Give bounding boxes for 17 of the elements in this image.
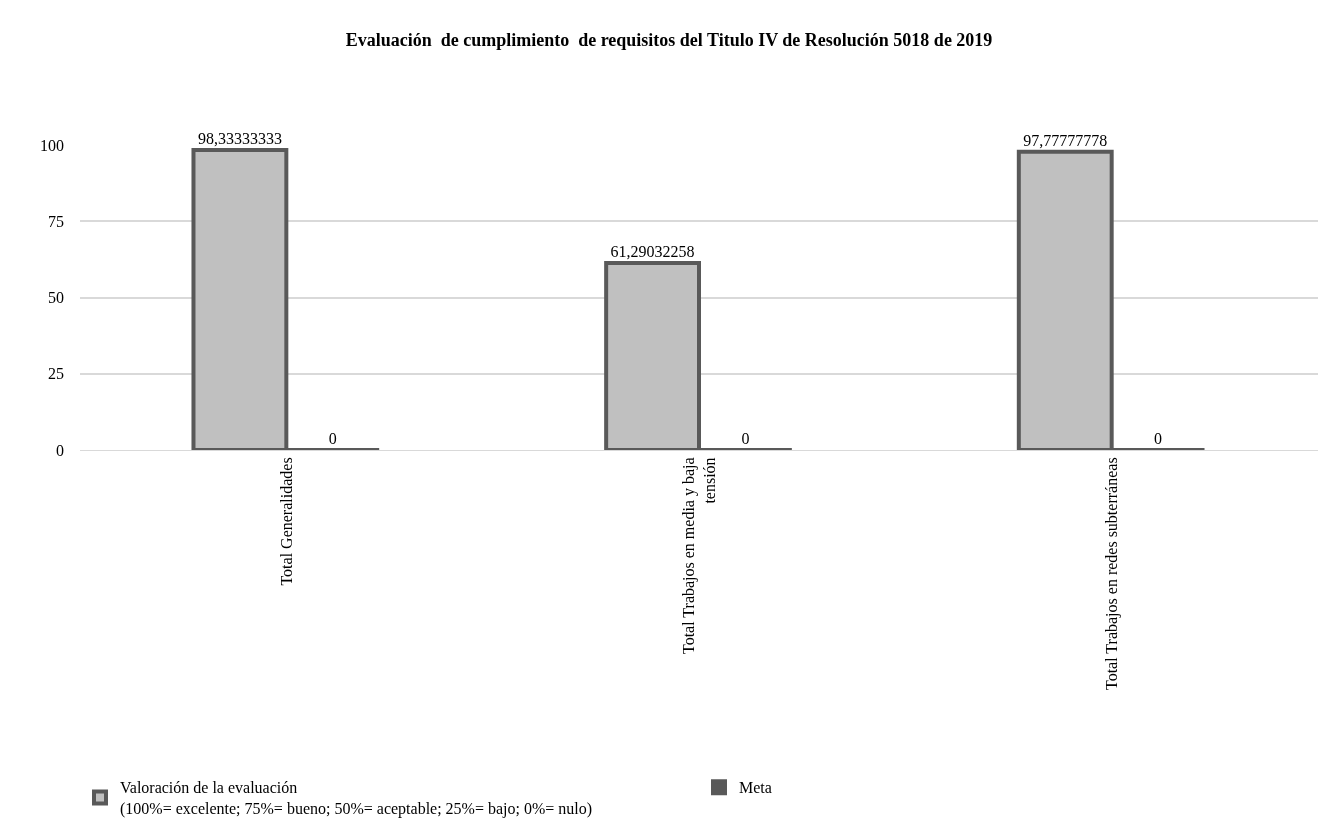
x-tick-label: Total Trabajos en media y baja tensión [679, 457, 718, 655]
chart-title: Evaluación de cumplimiento de requisitos del Titulo IV de Resolución 5018 de 2019 [345, 29, 993, 50]
x-tick-label: Total Generalidades [277, 457, 295, 586]
legend-label: Meta [739, 779, 772, 797]
y-tick-label: 100 [40, 136, 64, 154]
legend-label: Valoración de la evaluación (100%= excelente; 75%= bueno; 50%= aceptable; 25%= bajo; 0%= nulo) [120, 779, 593, 819]
x-tick-label: Total Trabajos en redes subterráneas [1102, 457, 1121, 690]
y-tick-label: 25 [48, 365, 64, 383]
data-label: 98,33333333 [197, 130, 282, 148]
y-tick-label: 0 [56, 441, 64, 459]
data-label: 0 [328, 430, 337, 447]
data-label: 97,77777778 [1023, 131, 1108, 149]
y-tick-label: 75 [48, 212, 64, 230]
data-label: 0 [1154, 430, 1163, 447]
y-tick-label: 50 [48, 289, 64, 307]
data-label: 0 [741, 430, 750, 447]
data-label: 61,29032258 [610, 243, 695, 261]
